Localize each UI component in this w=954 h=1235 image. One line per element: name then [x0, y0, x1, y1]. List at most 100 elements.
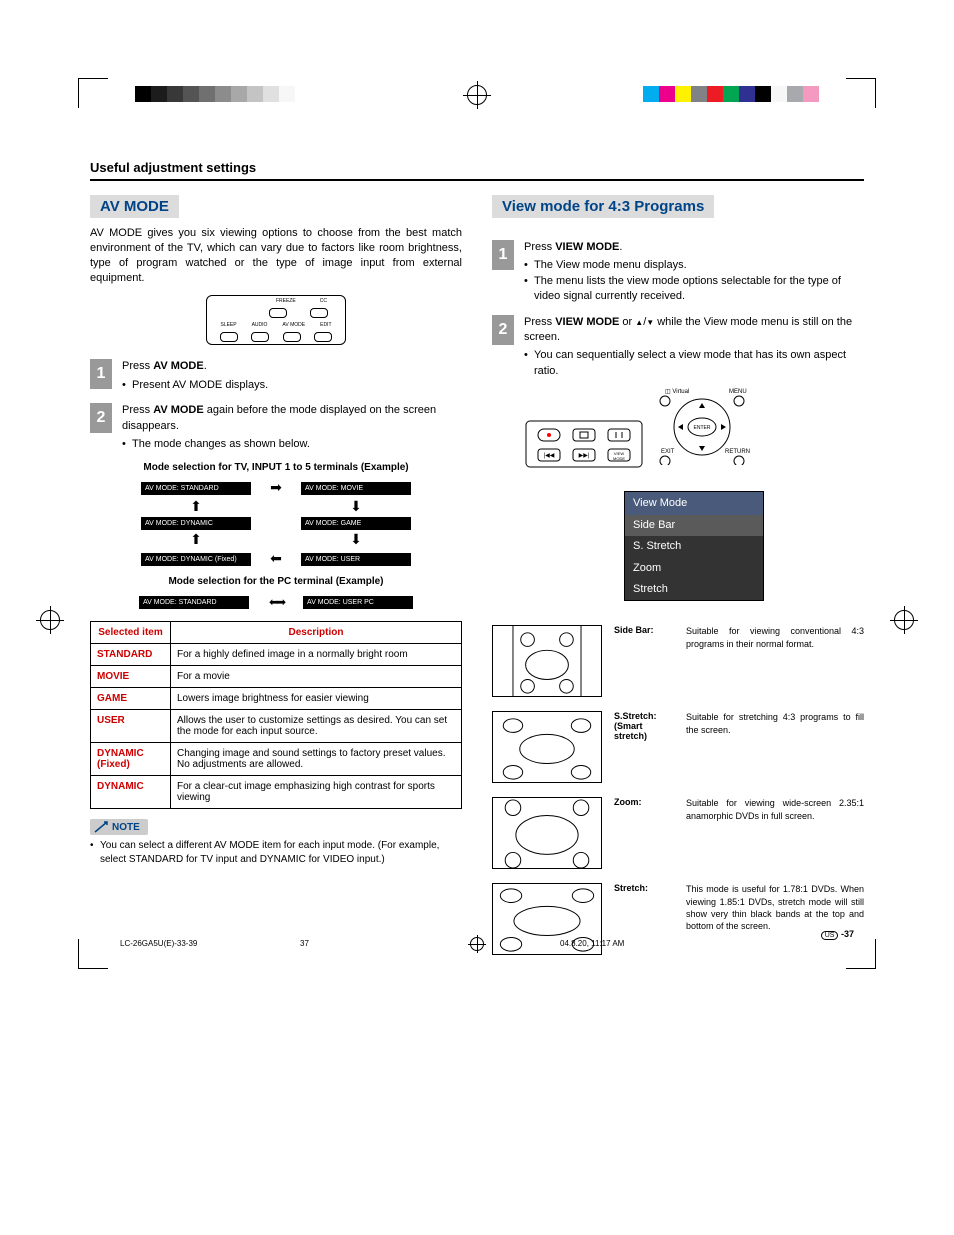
arrow-up-icon — [190, 531, 202, 549]
view-mode-row: Zoom: Suitable for viewing wide-screen 2… — [492, 797, 864, 869]
menu-item: Side Bar — [625, 515, 763, 536]
svg-text:▶▶|: ▶▶| — [579, 453, 590, 459]
footer-page: 37 — [300, 939, 309, 948]
svg-text:|◀◀: |◀◀ — [544, 453, 555, 459]
registration-mark-right — [894, 610, 914, 630]
table-header: Description — [171, 622, 462, 644]
step2-bullet: You can sequentially select a view mode … — [524, 348, 864, 379]
table-item: GAME — [91, 688, 171, 710]
table-desc: Allows the user to customize settings as… — [171, 710, 462, 743]
example2-title: Mode selection for the PC terminal (Exam… — [90, 576, 462, 587]
view-mode-row: Side Bar: Suitable for viewing conventio… — [492, 625, 864, 697]
crop-bottom-right — [846, 939, 876, 969]
step-number-2: 2 — [492, 315, 514, 345]
remote-button — [220, 332, 238, 342]
step1-bullet: The menu lists the view mode options sel… — [524, 274, 864, 305]
rule — [90, 179, 864, 181]
arrow-up-icon — [190, 498, 202, 516]
step-number-1: 1 — [492, 240, 514, 270]
crop-top-left — [78, 78, 108, 108]
nav-label: EXIT — [661, 449, 675, 455]
note-badge: NOTE — [90, 819, 148, 835]
step-number-2: 2 — [90, 403, 112, 433]
right-column: View mode for 4:3 Programs 1 Press VIEW … — [492, 195, 864, 969]
mode-thumbnail — [492, 625, 602, 697]
grayscale-bar — [135, 86, 295, 102]
table-item: MOVIE — [91, 666, 171, 688]
remote-button — [310, 308, 328, 318]
view-mode-menu: View Mode Side BarS. StretchZoomStretch — [624, 491, 764, 602]
mode-description: Suitable for stretching 4:3 programs to … — [686, 711, 864, 735]
arrow-right-icon — [270, 479, 282, 497]
table-header: Selected item — [91, 622, 171, 644]
mode-description: Suitable for viewing wide-screen 2.35:1 … — [686, 797, 864, 821]
nav-label: MENU — [729, 389, 747, 395]
mode-flow-diagram: AV MODE: STANDARD AV MODE: MOVIE AV MODE… — [141, 479, 411, 568]
arrow-down-icon — [350, 498, 362, 516]
registration-mark-left — [40, 610, 60, 630]
arrow-down-icon — [350, 531, 362, 549]
nav-label: ◫ Virtual — [665, 389, 689, 395]
color-bar — [643, 86, 819, 102]
remote-label: SLEEP — [220, 322, 236, 328]
menu-header: View Mode — [625, 492, 763, 515]
mode-label: S.Stretch: (Smart stretch) — [614, 711, 674, 741]
step1-text: Press VIEW MODE. — [524, 240, 864, 255]
mode-description: Suitable for viewing conventional 4:3 pr… — [686, 625, 864, 649]
remote-button — [314, 332, 332, 342]
step2-text: Press AV MODE again before the mode disp… — [122, 403, 462, 434]
table-desc: For a highly defined image in a normally… — [171, 644, 462, 666]
note-label: NOTE — [112, 822, 140, 833]
mode-label: Stretch: — [614, 883, 674, 893]
table-desc: Changing image and sound settings to fac… — [171, 743, 462, 776]
av-mode-title: AV MODE — [90, 195, 179, 218]
mode-description: This mode is useful for 1.78:1 DVDs. Whe… — [686, 883, 864, 932]
note-icon — [94, 821, 108, 833]
footer-timestamp: 04.8.20, 11:17 AM — [560, 939, 624, 948]
table-item: DYNAMIC (Fixed) — [91, 743, 171, 776]
step1-bullet: The View mode menu displays. — [524, 258, 864, 273]
flow-box: AV MODE: STANDARD — [139, 596, 249, 609]
example1-title: Mode selection for TV, INPUT 1 to 5 term… — [90, 462, 462, 473]
flow-box: AV MODE: USER PC — [303, 596, 413, 609]
remote-label: FREEZE — [276, 298, 296, 304]
av-mode-intro: AV MODE gives you six viewing options to… — [90, 226, 462, 285]
step2-text: Press VIEW MODE or / while the View mode… — [524, 315, 864, 346]
note-text: You can select a different AV MODE item … — [90, 839, 462, 866]
flow-box: AV MODE: STANDARD — [141, 482, 251, 495]
footer-doc-id: LC-26GA5U(E)-33-39 — [120, 939, 197, 948]
left-column: AV MODE AV MODE gives you six viewing op… — [90, 195, 462, 969]
nav-label: RETURN — [725, 449, 750, 455]
section-header: Useful adjustment settings — [90, 160, 864, 175]
arrow-left-icon — [270, 550, 282, 568]
menu-item: Zoom — [625, 558, 763, 579]
arrow-bidirectional-icon — [269, 593, 283, 611]
step1-bullet: Present AV MODE displays. — [122, 378, 462, 393]
table-item: DYNAMIC — [91, 776, 171, 809]
crop-bottom-left — [78, 939, 108, 969]
remote-button — [283, 332, 301, 342]
av-mode-table: Selected itemDescription STANDARDFor a h… — [90, 621, 462, 809]
mode-label: Side Bar: — [614, 625, 674, 635]
remote-button — [251, 332, 269, 342]
step-number-1: 1 — [90, 359, 112, 389]
view-mode-row: Stretch: This mode is useful for 1.78:1 … — [492, 883, 864, 955]
remote-label: CC — [320, 298, 327, 304]
remote-top-diagram: |◀◀ ▶▶| VIEWMODE — [524, 419, 644, 469]
table-desc: For a movie — [171, 666, 462, 688]
remote-button — [269, 308, 287, 318]
step2-bullet: The mode changes as shown below. — [122, 437, 462, 452]
remote-diagram: FREEZECC SLEEPAUDIOAV MODEEDIT — [206, 295, 346, 345]
mode-thumbnail — [492, 711, 602, 783]
flow-box: AV MODE: GAME — [301, 517, 411, 530]
remote-nav-diagram: ◫ Virtual MENU EXIT RETURN ENTER — [647, 385, 757, 465]
remote-label: AV MODE — [282, 322, 305, 328]
svg-text:MODE: MODE — [613, 456, 625, 461]
crop-top-right — [846, 78, 876, 108]
flow-box: AV MODE: USER — [301, 553, 411, 566]
mode-label: Zoom: — [614, 797, 674, 807]
triangle-down-icon — [646, 316, 654, 328]
mode-flow-pc: AV MODE: STANDARD AV MODE: USER PC — [90, 593, 462, 611]
table-item: USER — [91, 710, 171, 743]
enter-label: ENTER — [694, 425, 711, 431]
